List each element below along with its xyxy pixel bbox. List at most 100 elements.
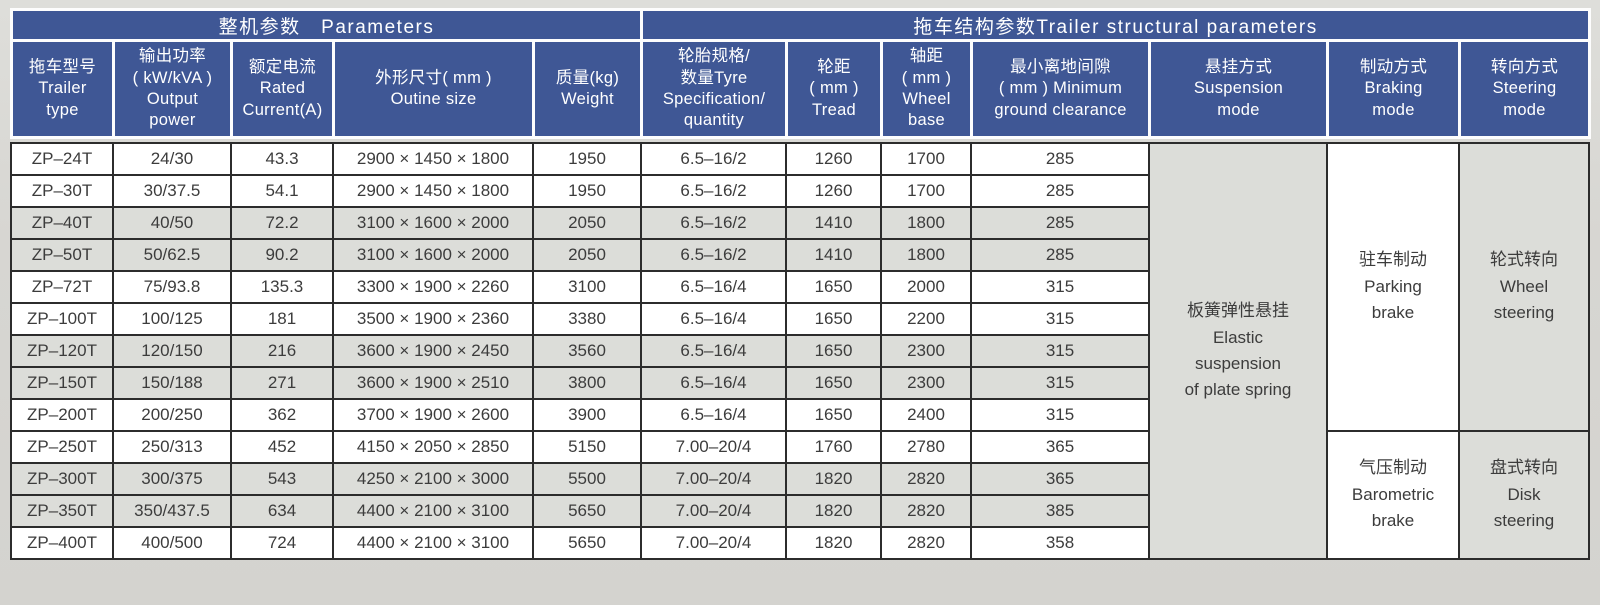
braking-mode-cell: 驻车制动 Parking brake xyxy=(1326,142,1460,432)
cell-size: 2900 × 1450 × 1800 xyxy=(332,142,534,176)
cell-model: ZP–120T xyxy=(10,334,114,368)
cell-tyre: 7.00–20/4 xyxy=(640,526,787,560)
cell-current: 54.1 xyxy=(230,174,334,208)
steering-mode-line: steering xyxy=(1493,511,1555,531)
spec-table-header: 整机参数 Parameters 拖车结构参数Trailer structural… xyxy=(9,8,1592,139)
cell-clearance: 315 xyxy=(970,366,1150,400)
cell-tyre: 7.00–20/4 xyxy=(640,430,787,464)
column-header-line: Rated xyxy=(259,79,306,98)
cell-tyre: 7.00–20/4 xyxy=(640,494,787,528)
cell-weight: 3900 xyxy=(532,398,642,432)
table-row: ZP–30T 30/37.5 54.1 2900 × 1450 × 1800 1950 6… xyxy=(10,174,1589,208)
column-header-tread: 轮距 ( mm ) Tread xyxy=(785,39,884,139)
cell-tyre: 7.00–20/4 xyxy=(640,462,787,496)
cell-current: 543 xyxy=(230,462,334,496)
cell-current: 271 xyxy=(230,366,334,400)
suspension-mode-line: 板簧弹性悬挂 xyxy=(1187,301,1289,321)
cell-weight: 3100 xyxy=(532,270,642,304)
cell-tread: 1410 xyxy=(785,238,882,272)
column-header-line: 轴距 xyxy=(909,47,944,66)
cell-power: 24/30 xyxy=(112,142,232,176)
section-banner-row: 整机参数 Parameters 拖车结构参数Trailer structural… xyxy=(9,8,1592,42)
table-row: ZP–200T 200/250 362 3700 × 1900 × 2600 3900 6… xyxy=(10,398,1589,432)
cell-weight: 1950 xyxy=(532,142,642,176)
cell-wheelbase: 2200 xyxy=(880,302,972,336)
cell-power: 200/250 xyxy=(112,398,232,432)
section-header-trailer-structural-parameters: 拖车结构参数Trailer structural parameters xyxy=(640,8,1592,42)
column-header-line: Suspension xyxy=(1193,79,1284,98)
column-header-line: 外形尺寸( mm ) xyxy=(375,68,492,87)
cell-tyre: 6.5–16/4 xyxy=(640,334,787,368)
cell-tyre: 6.5–16/2 xyxy=(640,238,787,272)
cell-weight: 1950 xyxy=(532,174,642,208)
cell-model: ZP–30T xyxy=(10,174,114,208)
table-row: ZP–24T 24/30 43.3 2900 × 1450 × 1800 1950 6.5… xyxy=(10,142,1590,560)
cell-weight: 5650 xyxy=(532,494,642,528)
cell-clearance: 365 xyxy=(970,430,1150,464)
cell-tread: 1820 xyxy=(785,462,882,496)
braking-mode-line: Parking xyxy=(1364,276,1422,296)
cell-power: 40/50 xyxy=(112,206,232,240)
cell-tread: 1650 xyxy=(785,366,882,400)
column-header-tyre: 轮胎规格/数量Tyre Specification/quantity xyxy=(640,39,789,139)
column-header-line: Steering xyxy=(1492,79,1557,98)
column-header-line: ( mm ) xyxy=(901,68,952,87)
column-header-row: 拖车型号 Trailer type 输出功率 ( kW/kVA ) Output power… xyxy=(10,39,1592,139)
table-row: ZP–250T 250/313 452 4150 × 2050 × 2850 5150 7… xyxy=(10,430,1590,560)
column-header-line: 转向方式 xyxy=(1490,57,1559,76)
cell-weight: 3380 xyxy=(532,302,642,336)
cell-tread: 1650 xyxy=(785,302,882,336)
column-header-line: mode xyxy=(1372,100,1415,119)
column-header-line: 拖车型号 xyxy=(28,57,97,76)
cell-size: 3600 × 1900 × 2510 xyxy=(332,366,534,400)
spec-sheet: 整机参数 Parameters 拖车结构参数Trailer structural… xyxy=(9,8,1592,560)
cell-size: 3300 × 1900 × 2260 xyxy=(332,270,534,304)
cell-wheelbase: 1700 xyxy=(880,142,972,176)
cell-tyre: 6.5–16/2 xyxy=(640,142,787,176)
cell-wheelbase: 2000 xyxy=(880,270,972,304)
table-row: ZP–40T 40/50 72.2 3100 × 1600 × 2000 2050 6.5… xyxy=(10,206,1589,240)
cell-model: ZP–100T xyxy=(10,302,114,336)
cell-size: 3600 × 1900 × 2450 xyxy=(332,334,534,368)
suspension-mode-cell: 板簧弹性悬挂 Elastic suspension of plate spring xyxy=(1148,142,1328,560)
cell-tyre: 6.5–16/4 xyxy=(640,366,787,400)
cell-tread: 1650 xyxy=(785,270,882,304)
suspension-mode-line: Elastic xyxy=(1212,327,1264,347)
cell-wheelbase: 2780 xyxy=(880,430,972,464)
cell-wheelbase: 2400 xyxy=(880,398,972,432)
cell-weight: 3800 xyxy=(532,366,642,400)
column-header-line: type xyxy=(46,100,79,119)
steering-mode-line: Disk xyxy=(1507,484,1541,504)
cell-weight: 5150 xyxy=(532,430,642,464)
column-header-line: Specification/ xyxy=(662,90,766,108)
cell-clearance: 358 xyxy=(970,526,1150,560)
column-header-power: 输出功率 ( kW/kVA ) Output power xyxy=(112,39,233,139)
cell-current: 724 xyxy=(230,526,334,560)
column-header-line: Tread xyxy=(812,100,857,119)
cell-size: 4150 × 2050 × 2850 xyxy=(332,430,534,464)
cell-current: 72.2 xyxy=(230,206,334,240)
column-header-line: 制动方式 xyxy=(1359,57,1428,76)
cell-current: 135.3 xyxy=(230,270,334,304)
cell-tread: 1760 xyxy=(785,430,882,464)
steering-mode-cell: 盘式转向 Disk steering xyxy=(1458,430,1590,560)
cell-tyre: 6.5–16/2 xyxy=(640,174,787,208)
cell-tyre: 6.5–16/4 xyxy=(640,398,787,432)
cell-size: 4250 × 2100 × 3000 xyxy=(332,462,534,496)
column-header-line: Weight xyxy=(561,90,614,108)
cell-current: 181 xyxy=(230,302,334,336)
cell-current: 634 xyxy=(230,494,334,528)
cell-clearance: 385 xyxy=(970,494,1150,528)
cell-tyre: 6.5–16/4 xyxy=(640,270,787,304)
column-header-line: 最小离地间隙 xyxy=(1010,57,1111,76)
column-header-line: power xyxy=(149,111,196,130)
cell-tread: 1650 xyxy=(785,398,882,432)
column-header-braking: 制动方式 Braking mode xyxy=(1326,39,1462,139)
cell-current: 362 xyxy=(230,398,334,432)
braking-mode-line: 气压制动 xyxy=(1359,458,1427,478)
cell-power: 350/437.5 xyxy=(112,494,232,528)
column-header-line: quantity xyxy=(683,111,745,130)
table-row: ZP–50T 50/62.5 90.2 3100 × 1600 × 2000 2050 6… xyxy=(10,238,1589,272)
table-row: ZP–400T 400/500 724 4400 × 2100 × 3100 5650 7… xyxy=(10,526,1589,560)
column-header-line: mode xyxy=(1503,100,1546,119)
